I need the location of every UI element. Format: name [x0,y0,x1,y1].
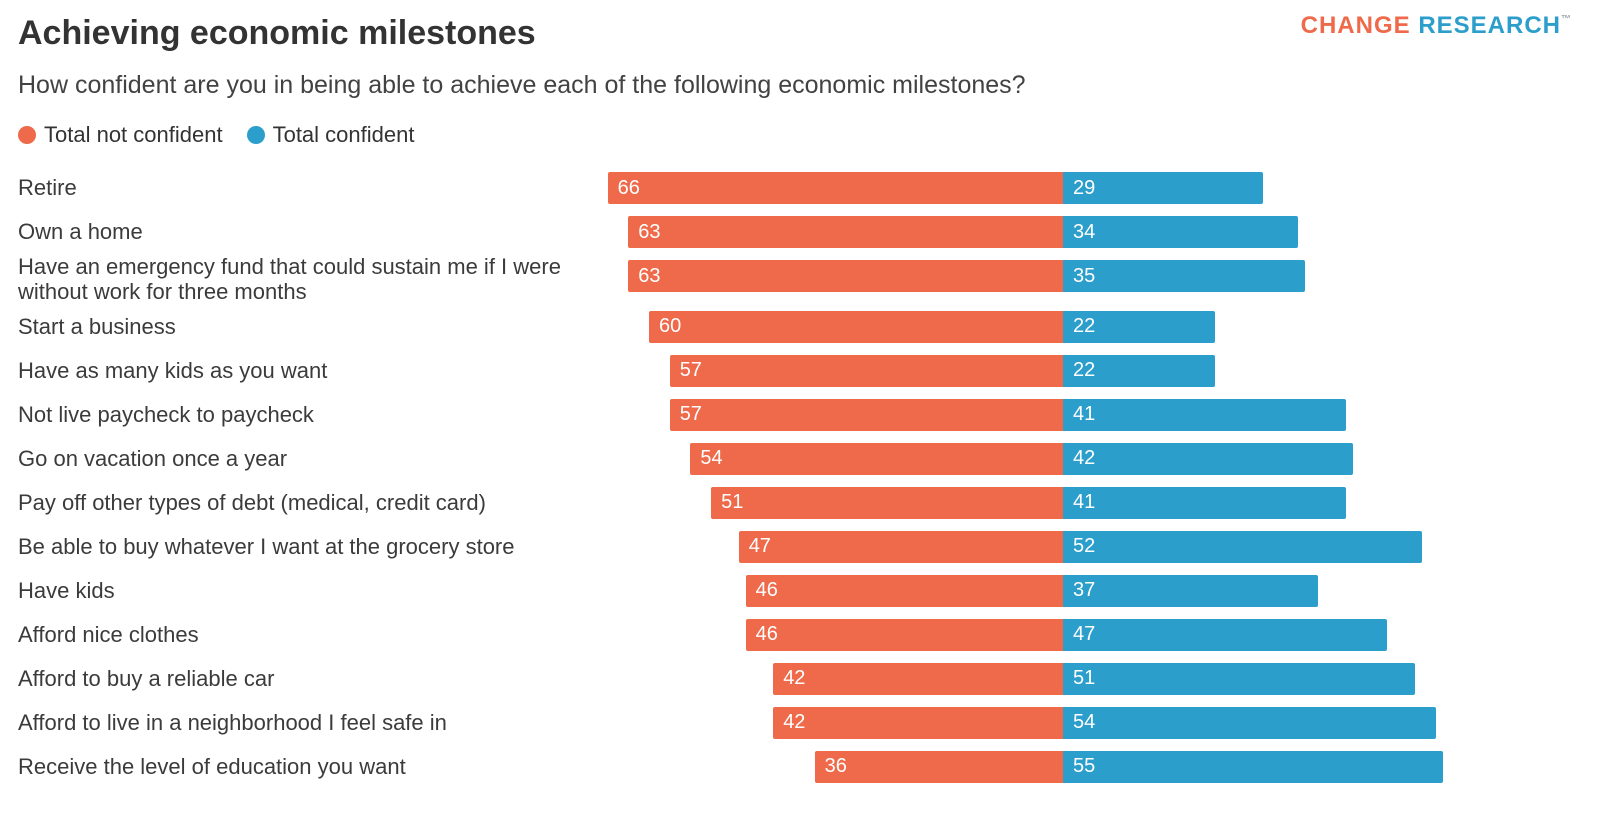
row-bars: 4251 [603,657,1582,701]
brand-logo: CHANGE RESEARCH™ [1301,12,1572,40]
row-bars: 4254 [603,701,1582,745]
chart-container: CHANGE RESEARCH™ Achieving economic mile… [0,0,1600,830]
bar-confident: 47 [1063,619,1387,651]
row-label: Retire [18,166,603,210]
bar-confident: 22 [1063,311,1215,343]
row-bars: 5722 [603,349,1582,393]
legend: Total not confident Total confident [18,122,1582,148]
bar-not-confident: 63 [628,260,1063,292]
legend-item-confident: Total confident [247,122,415,148]
bar-not-confident: 51 [711,487,1063,519]
row-label: Afford to buy a reliable car [18,657,603,701]
bar-confident: 41 [1063,487,1346,519]
bar-not-confident: 54 [690,443,1063,475]
brand-tm: ™ [1561,14,1572,25]
bar-confident: 35 [1063,260,1305,292]
bar-confident: 37 [1063,575,1318,607]
row-bars: 4637 [603,569,1582,613]
brand-word-1: CHANGE [1301,12,1411,39]
bar-confident: 42 [1063,443,1353,475]
brand-word-2: RESEARCH [1418,12,1561,39]
bar-confident: 22 [1063,355,1215,387]
legend-label-not-confident: Total not confident [44,122,223,148]
bar-not-confident: 46 [746,575,1063,607]
bar-confident: 41 [1063,399,1346,431]
bar-not-confident: 63 [628,216,1063,248]
row-bars: 6022 [603,305,1582,349]
bar-not-confident: 57 [670,399,1063,431]
bar-not-confident: 66 [608,172,1063,204]
diverging-bar-chart: Retire6629Own a home6334Have an emergenc… [18,166,1582,789]
row-bars: 5141 [603,481,1582,525]
bar-not-confident: 42 [773,707,1063,739]
bar-not-confident: 57 [670,355,1063,387]
row-label: Afford to live in a neighborhood I feel … [18,701,603,745]
row-bars: 5442 [603,437,1582,481]
legend-item-not-confident: Total not confident [18,122,223,148]
bar-confident: 52 [1063,531,1422,563]
bar-confident: 29 [1063,172,1263,204]
chart-subtitle: How confident are you in being able to a… [18,71,1582,100]
row-label: Have an emergency fund that could sustai… [18,254,603,305]
row-label: Not live paycheck to paycheck [18,393,603,437]
bar-not-confident: 42 [773,663,1063,695]
bar-not-confident: 47 [739,531,1063,563]
row-label: Receive the level of education you want [18,745,603,789]
bar-confident: 34 [1063,216,1298,248]
row-bars: 6334 [603,210,1582,254]
row-label: Go on vacation once a year [18,437,603,481]
legend-label-confident: Total confident [273,122,415,148]
row-label: Have kids [18,569,603,613]
row-label: Start a business [18,305,603,349]
legend-swatch-not-confident [18,126,36,144]
row-bars: 5741 [603,393,1582,437]
row-bars: 3655 [603,745,1582,789]
bar-not-confident: 36 [815,751,1063,783]
bar-not-confident: 60 [649,311,1063,343]
bar-confident: 51 [1063,663,1415,695]
row-bars: 6629 [603,166,1582,210]
row-bars: 4752 [603,525,1582,569]
row-label: Pay off other types of debt (medical, cr… [18,481,603,525]
row-label: Be able to buy whatever I want at the gr… [18,525,603,569]
bar-confident: 54 [1063,707,1436,739]
bar-not-confident: 46 [746,619,1063,651]
bar-confident: 55 [1063,751,1443,783]
legend-swatch-confident [247,126,265,144]
row-bars: 6335 [603,254,1582,298]
row-label: Afford nice clothes [18,613,603,657]
row-label: Have as many kids as you want [18,349,603,393]
row-bars: 4647 [603,613,1582,657]
row-label: Own a home [18,210,603,254]
